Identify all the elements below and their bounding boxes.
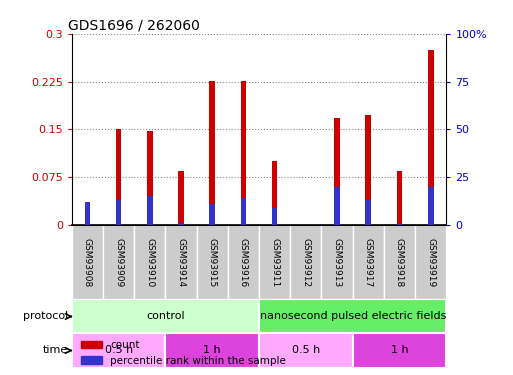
Bar (241, 198, 246, 225)
Text: GSM93913: GSM93913 (332, 238, 342, 287)
Bar (116, 129, 122, 225)
Bar (397, 224, 402, 225)
Bar (353, 333, 446, 368)
Bar (259, 333, 353, 368)
Bar (103, 225, 134, 300)
Bar (72, 333, 165, 368)
Text: GSM93910: GSM93910 (145, 238, 154, 287)
Bar (353, 225, 384, 300)
Bar (365, 200, 371, 225)
Bar (147, 196, 153, 225)
Text: GSM93918: GSM93918 (395, 238, 404, 287)
Text: nanosecond pulsed electric fields: nanosecond pulsed electric fields (260, 312, 446, 321)
Text: GDS1696 / 262060: GDS1696 / 262060 (68, 19, 200, 33)
Bar (116, 200, 122, 225)
Text: protocol: protocol (23, 312, 68, 321)
Text: 0.5 h: 0.5 h (105, 345, 133, 355)
Bar (165, 333, 259, 368)
Text: control: control (146, 312, 185, 321)
Bar (72, 300, 259, 333)
Bar (334, 118, 340, 225)
Bar (85, 202, 90, 225)
Bar (209, 204, 215, 225)
Text: GSM93909: GSM93909 (114, 238, 123, 287)
Bar (415, 225, 446, 300)
Text: GSM93919: GSM93919 (426, 238, 435, 287)
Bar (334, 187, 340, 225)
Bar (365, 116, 371, 225)
Bar (209, 81, 215, 225)
Bar (428, 50, 433, 225)
Text: 1 h: 1 h (391, 345, 408, 355)
Bar (272, 161, 278, 225)
Bar (165, 225, 196, 300)
Bar (428, 187, 433, 225)
Text: GSM93916: GSM93916 (239, 238, 248, 287)
Text: 0.5 h: 0.5 h (292, 345, 320, 355)
Bar (384, 225, 415, 300)
Bar (241, 81, 246, 225)
Bar (259, 225, 290, 300)
Bar (228, 225, 259, 300)
Text: 1 h: 1 h (204, 345, 221, 355)
Bar (322, 225, 353, 300)
Text: GSM93915: GSM93915 (208, 238, 217, 287)
Bar (134, 225, 165, 300)
Text: GSM93908: GSM93908 (83, 238, 92, 287)
Bar (72, 225, 103, 300)
Text: GSM93914: GSM93914 (176, 238, 186, 287)
Text: GSM93911: GSM93911 (270, 238, 279, 287)
Bar (196, 225, 228, 300)
Bar (147, 130, 153, 225)
Text: time: time (43, 345, 68, 355)
Text: GSM93912: GSM93912 (301, 238, 310, 287)
Bar (290, 225, 322, 300)
Text: GSM93917: GSM93917 (364, 238, 373, 287)
Bar (397, 171, 402, 225)
Bar (178, 171, 184, 225)
Legend: count, percentile rank within the sample: count, percentile rank within the sample (77, 336, 290, 370)
Bar (272, 208, 278, 225)
Bar (178, 223, 184, 225)
Bar (259, 300, 446, 333)
